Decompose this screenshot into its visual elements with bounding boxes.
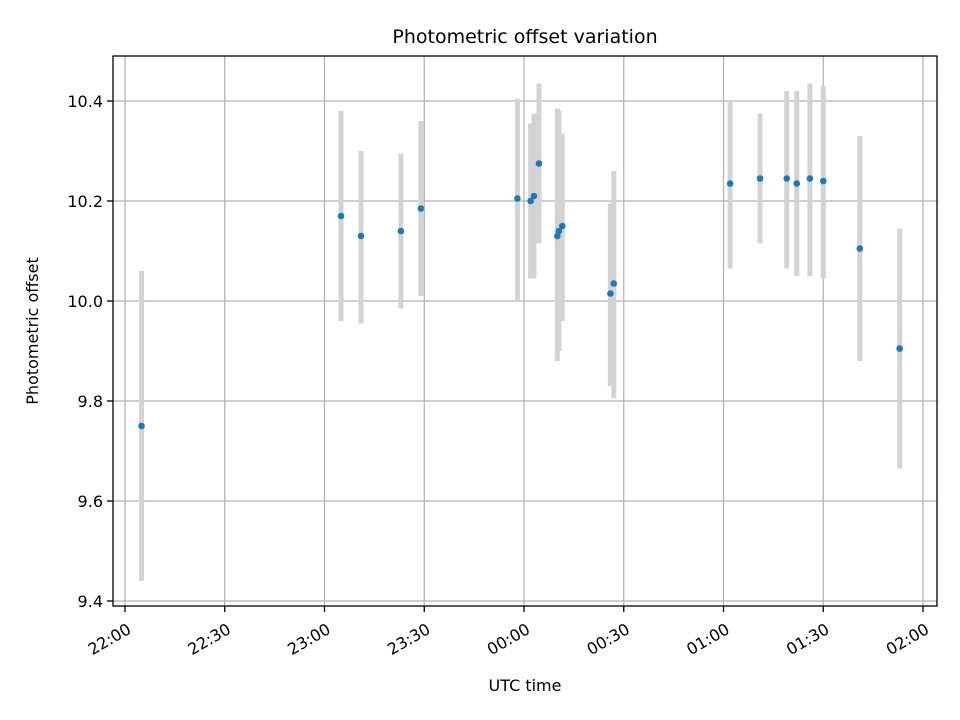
data-point [554,232,561,240]
data-point [783,175,791,182]
x-tick-label: 22:00 [85,619,134,659]
data-point [417,205,425,212]
x-tick-label: 22:30 [184,619,233,659]
x-axis-label: UTC time [489,676,562,695]
data-point [607,290,614,297]
y-tick-label: 9.4 [78,592,103,611]
plot-frame [112,55,938,607]
y-tick-label: 9.8 [78,392,103,411]
data-point [535,160,543,167]
y-tick-label: 10.0 [67,292,103,311]
x-tick-label: 23:00 [284,619,333,659]
data-point [726,180,734,187]
data-point [337,212,345,220]
point-layer [138,160,903,430]
y-tick-label: 10.4 [67,92,103,111]
grid-layer [113,56,937,606]
data-point [530,192,538,200]
data-point [397,227,405,235]
data-point [856,245,864,252]
data-point [806,175,814,182]
tick-layer: 22:00 22:30 23:00 23:30 00:00 00:30 01:00 01:30… [67,92,932,659]
x-tick-label: 01:30 [783,619,832,659]
data-point [559,222,566,230]
x-tick-label: 23:30 [384,619,433,659]
data-point [527,197,534,205]
y-axis-label: Photometric offset [23,257,42,405]
data-point [357,232,365,240]
data-point [896,345,903,352]
chart-title: Photometric offset variation [392,26,657,48]
y-tick-label: 10.2 [67,192,103,211]
errorbar-layer [139,83,903,581]
data-point [610,280,618,287]
y-tick-label: 9.6 [78,492,103,511]
data-point [514,195,521,202]
data-point [819,177,827,185]
x-tick-label: 01:00 [683,619,732,659]
x-tick-label: 00:00 [484,619,533,659]
x-tick-label: 00:30 [584,619,633,659]
x-tick-label: 02:00 [883,619,932,659]
data-point [555,227,563,235]
data-point [138,422,145,430]
data-point [793,180,801,187]
data-point [756,175,764,182]
